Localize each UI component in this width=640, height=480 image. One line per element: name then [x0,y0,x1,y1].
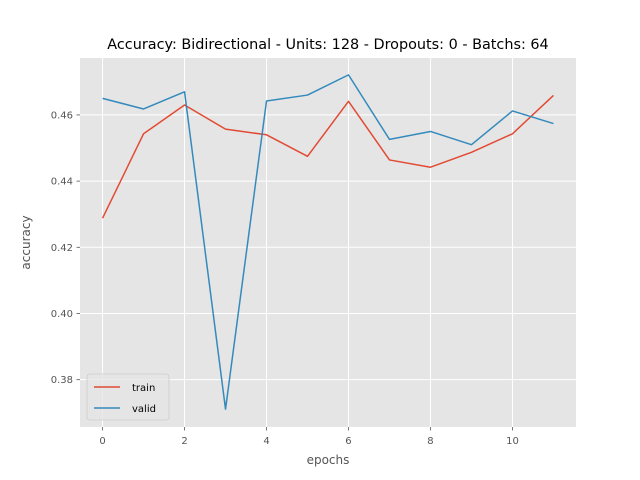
y-tick-label: 0.40 [51,309,73,320]
x-tick-label: 8 [427,436,433,447]
x-tick-label: 6 [345,436,351,447]
axis-ticks: 0 2 4 6 8 10 0.38 0.40 0.42 0.44 0.46 [51,110,519,447]
legend: train valid [86,373,170,421]
chart-title: Accuracy: Bidirectional - Units: 128 - D… [107,37,548,53]
x-tick-label: 4 [263,436,269,447]
x-axis-label: epochs [307,453,350,467]
y-tick-label: 0.46 [51,110,73,121]
y-tick-label: 0.42 [51,243,73,254]
plot-area [80,58,576,427]
x-tick-label: 10 [506,436,519,447]
legend-label-valid: valid [132,404,156,415]
x-tick-label: 0 [99,436,105,447]
y-tick-label: 0.44 [51,177,73,188]
series-line-valid [102,74,554,410]
y-axis-label: accuracy [19,215,33,269]
x-tick-label: 2 [181,436,187,447]
series-lines [101,74,554,410]
series-line-train [101,94,554,219]
y-tick-label: 0.38 [51,375,73,386]
legend-frame [86,373,170,421]
legend-label-train: train [132,383,155,394]
